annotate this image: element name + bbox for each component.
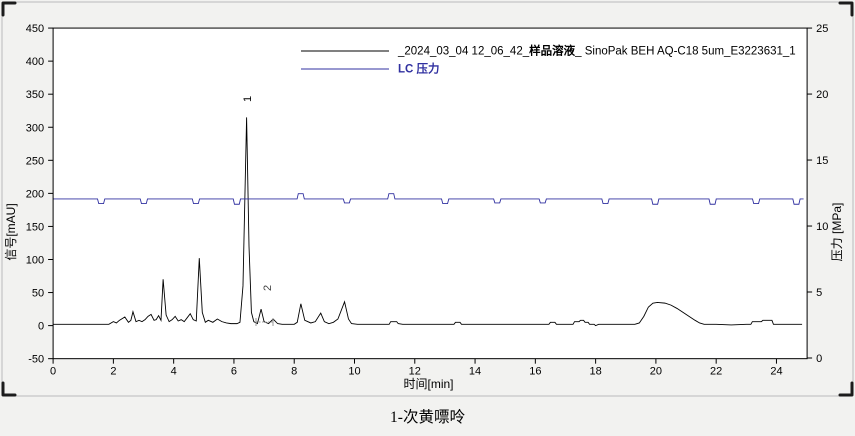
- svg-text:14: 14: [469, 366, 481, 378]
- svg-text:150: 150: [26, 221, 44, 233]
- svg-text:信号[mAU]: 信号[mAU]: [4, 203, 18, 260]
- svg-text:22: 22: [710, 366, 722, 378]
- svg-text:压力 [MPa]: 压力 [MPa]: [830, 203, 844, 262]
- svg-text:2: 2: [262, 285, 274, 291]
- svg-text:12: 12: [409, 366, 421, 378]
- svg-text:24: 24: [770, 366, 782, 378]
- svg-text:时间[min]: 时间[min]: [403, 377, 453, 391]
- svg-text:8: 8: [291, 366, 297, 378]
- svg-text:20: 20: [650, 366, 662, 378]
- svg-text:20: 20: [816, 89, 828, 101]
- svg-text:15: 15: [816, 155, 828, 167]
- svg-text:50: 50: [32, 288, 44, 300]
- svg-text:4: 4: [171, 366, 177, 378]
- svg-text:400: 400: [26, 56, 44, 68]
- svg-text:1-次黄嘌呤: 1-次黄嘌呤: [390, 408, 465, 426]
- svg-text:100: 100: [26, 254, 44, 266]
- svg-text:-50: -50: [28, 354, 44, 366]
- svg-text:10: 10: [816, 221, 828, 233]
- svg-text:450: 450: [26, 23, 44, 35]
- svg-text:5: 5: [816, 287, 822, 299]
- svg-text:200: 200: [26, 188, 44, 200]
- svg-text:16: 16: [529, 366, 541, 378]
- svg-text:LC 压力: LC 压力: [398, 62, 440, 76]
- svg-text:0: 0: [38, 321, 44, 333]
- svg-text:25: 25: [816, 23, 828, 35]
- svg-text:0: 0: [50, 366, 56, 378]
- svg-text:300: 300: [26, 122, 44, 134]
- svg-text:10: 10: [348, 366, 360, 378]
- svg-text:6: 6: [231, 366, 237, 378]
- svg-text:1: 1: [242, 96, 254, 102]
- svg-text:18: 18: [589, 366, 601, 378]
- svg-text:250: 250: [26, 155, 44, 167]
- svg-text:0: 0: [816, 353, 822, 365]
- svg-text:350: 350: [26, 89, 44, 101]
- svg-text:_2024_03_04 12_06_42_样品溶液_ Sin: _2024_03_04 12_06_42_样品溶液_ SinoPak BEH A…: [397, 44, 796, 58]
- svg-text:2: 2: [110, 366, 116, 378]
